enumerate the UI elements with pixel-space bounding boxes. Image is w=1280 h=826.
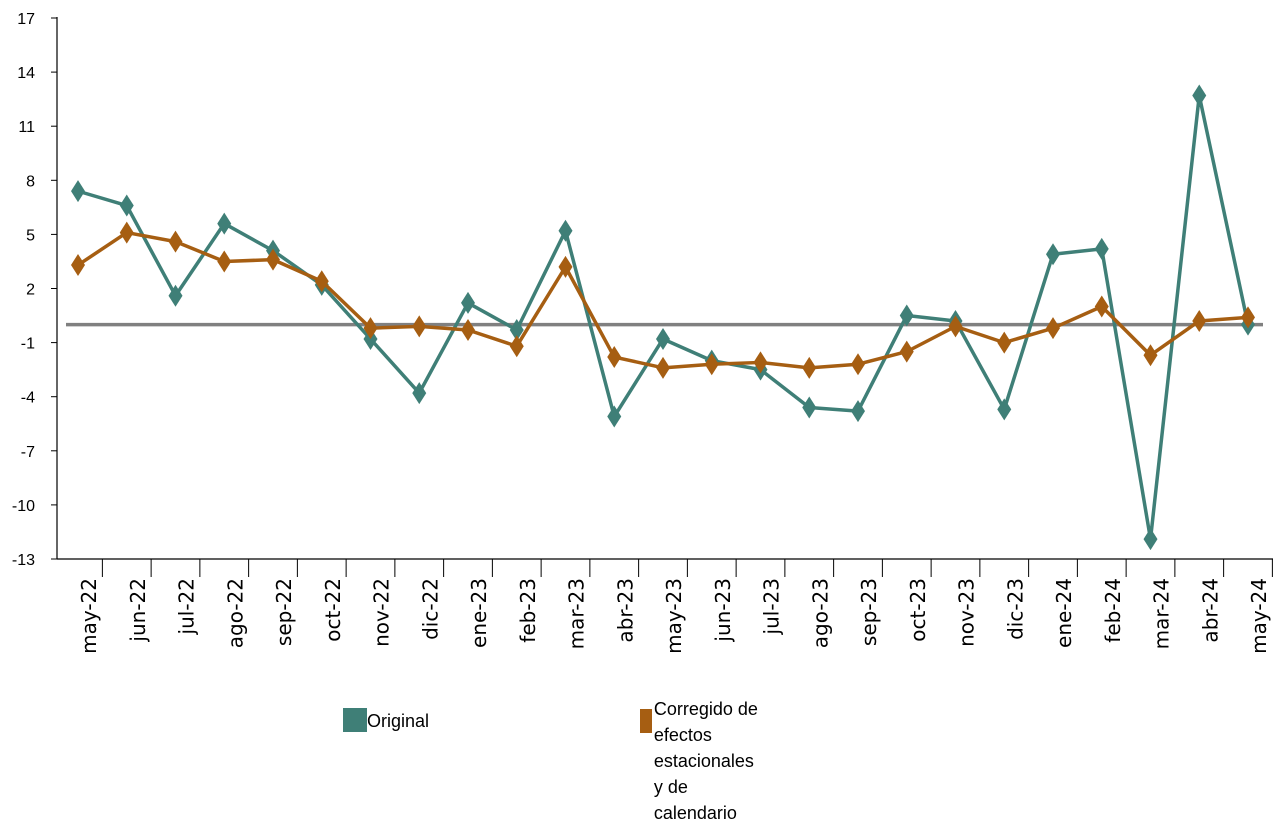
data-point-marker — [168, 284, 183, 307]
data-point-marker — [997, 398, 1012, 421]
x-tick-label: may-24 — [1247, 578, 1271, 654]
data-point-marker — [1143, 528, 1158, 551]
data-point-marker — [1046, 317, 1060, 340]
x-tick-label: jul-23 — [760, 578, 784, 635]
data-point-marker — [71, 180, 85, 203]
line-chart: 17 14 11 8 5 2 -1 -4 -7 -10 -13 may-22 jun-22 jul-22… — [12, 11, 1273, 654]
data-point-marker — [704, 353, 719, 376]
x-tick-label: ene-23 — [467, 578, 491, 648]
data-point-marker — [607, 346, 622, 369]
x-tick-label: sep-23 — [857, 578, 881, 646]
data-point-marker — [119, 221, 134, 244]
legend-label-corregido-line2: estacionales y de calendario — [653, 751, 754, 823]
legend-item-original: Original — [343, 708, 429, 734]
data-point-marker — [168, 230, 183, 253]
x-tick-label: ago-22 — [223, 578, 247, 648]
y-tick-label: 11 — [18, 119, 35, 136]
data-point-marker — [851, 353, 865, 376]
data-point-marker — [802, 356, 817, 379]
data-point-marker — [558, 255, 573, 278]
x-tick-label: mar-23 — [565, 578, 589, 649]
y-tick-label: -10 — [12, 498, 35, 515]
data-point-marker — [899, 304, 914, 327]
x-tick-label: jun-22 — [126, 578, 150, 643]
data-point-marker — [217, 250, 232, 273]
data-point-marker — [1192, 84, 1207, 107]
data-point-marker — [753, 351, 768, 374]
legend-label-corregido: Corregido de efectos estacionales y de c… — [654, 696, 766, 826]
data-point-marker — [558, 219, 573, 242]
data-point-marker — [656, 327, 670, 350]
data-point-marker — [607, 405, 622, 428]
x-tick-label: dic-22 — [418, 578, 442, 640]
data-point-marker — [217, 212, 232, 235]
x-tick-label: jun-23 — [711, 578, 735, 643]
y-tick-label: 5 — [26, 227, 35, 244]
data-point-marker — [119, 194, 134, 217]
y-tick-label: -7 — [21, 444, 35, 461]
data-point-marker — [509, 335, 524, 358]
y-tick-label: 8 — [26, 173, 35, 190]
y-tick-label: -1 — [21, 336, 35, 353]
x-tick-label: dic-23 — [1003, 578, 1027, 640]
x-tick-label: nov-23 — [955, 578, 979, 647]
y-tick-label: -13 — [12, 552, 35, 569]
x-tick-label: jul-22 — [175, 578, 199, 635]
data-point-marker — [899, 340, 914, 363]
data-point-marker — [314, 270, 329, 293]
data-point-marker — [509, 318, 524, 341]
x-tick-labels: may-22 jun-22 jul-22 ago-22 sep-22 oct-22 nov-… — [77, 578, 1271, 654]
data-point-marker — [948, 315, 963, 338]
x-tick-label: sep-22 — [272, 578, 296, 646]
data-point-marker — [71, 254, 85, 277]
data-point-marker — [1094, 295, 1109, 318]
legend-item-corregido: Corregido de efectos estacionales y de c… — [640, 696, 766, 826]
y-tick-label: 17 — [17, 11, 35, 28]
y-tick-label: 14 — [17, 65, 35, 82]
y-tick-label: -4 — [21, 390, 35, 407]
data-point-marker — [363, 317, 378, 340]
x-tick-label: may-23 — [662, 578, 686, 654]
x-tick-label: nov-22 — [370, 578, 394, 647]
x-tick-label: feb-23 — [516, 578, 540, 643]
x-tick-label: oct-23 — [906, 578, 930, 642]
data-point-marker — [997, 331, 1012, 354]
y-tick-labels: 17 14 11 8 5 2 -1 -4 -7 -10 -13 — [12, 11, 35, 569]
data-point-marker — [1192, 309, 1207, 332]
legend-swatch-original — [343, 708, 367, 732]
data-point-marker — [461, 318, 475, 341]
x-tick-label: oct-22 — [321, 578, 345, 642]
series-line — [77, 93, 1250, 541]
x-tick-label: feb-24 — [1101, 578, 1125, 643]
x-tick-label: abr-23 — [613, 578, 637, 643]
legend-label-corregido-line1: Corregido de efectos — [653, 699, 758, 745]
data-point-marker — [802, 396, 817, 419]
x-tick-label: ago-23 — [808, 578, 832, 648]
data-point-marker — [1241, 306, 1255, 329]
data-point-marker — [412, 315, 427, 338]
series-corregido — [71, 221, 1255, 379]
y-tick-label: 2 — [26, 282, 35, 299]
x-tick-label: mar-24 — [1150, 578, 1174, 649]
legend-swatch-corregido — [640, 709, 652, 733]
data-point-marker — [412, 382, 427, 405]
data-point-marker — [266, 248, 280, 271]
data-point-marker — [1143, 344, 1158, 367]
data-point-marker — [656, 356, 670, 379]
data-point-marker — [461, 291, 475, 314]
x-tick-label: abr-24 — [1198, 578, 1222, 643]
legend-label-original: Original — [367, 711, 430, 731]
data-point-marker — [1046, 243, 1060, 266]
data-point-marker — [851, 400, 865, 423]
axes-layer — [51, 17, 1273, 577]
series-layer — [71, 84, 1255, 551]
x-tick-label: may-22 — [77, 578, 101, 654]
x-tick-label: ene-24 — [1052, 578, 1076, 648]
data-point-marker — [1094, 237, 1109, 260]
